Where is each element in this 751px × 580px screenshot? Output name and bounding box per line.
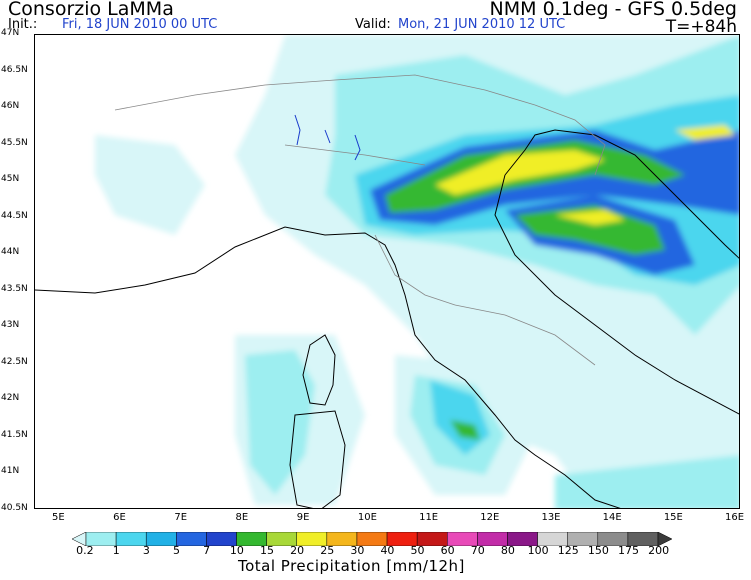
lon-label: 7E (174, 512, 188, 523)
forecast-lead-time: T=+84h (665, 17, 737, 37)
coastline-sardinia (289, 410, 346, 508)
coastline-liguria (35, 226, 621, 508)
colorbar-label: 60 (440, 544, 455, 557)
precipitation-map (34, 34, 740, 509)
legend-title: Total Precipitation [mm/12h] (238, 557, 465, 575)
lat-label: 42N (1, 393, 20, 404)
border-region-3 (454, 304, 596, 366)
colorbar-label: 150 (587, 544, 609, 557)
precip-20mm-ne (675, 125, 735, 140)
colorbar-label: 0.2 (76, 544, 94, 557)
lon-label: 10E (357, 512, 377, 523)
precipitation-field (95, 35, 739, 508)
colorbar-label: 1 (112, 544, 120, 557)
init-time: Fri, 18 JUN 2010 00 UTC (62, 17, 218, 32)
colorbar-label: 125 (557, 544, 579, 557)
precip-area-west (95, 135, 205, 235)
coastline-corsica (302, 334, 336, 406)
init-label: Init.: (8, 17, 38, 32)
lat-label: 46N (1, 101, 20, 112)
lat-label: 41.5N (1, 429, 28, 440)
colorbar-label: 7 (203, 544, 211, 557)
colorbar-label: 30 (350, 544, 365, 557)
colorbar-swatch (176, 532, 207, 546)
precip-1mm-se (555, 455, 739, 508)
lon-label: 15E (663, 512, 683, 523)
lat-label: 44.5N (1, 210, 28, 221)
lat-label: 47N (1, 28, 20, 38)
valid-label: Valid: (355, 17, 391, 32)
lat-label: 43.5N (1, 283, 28, 294)
lakes (294, 114, 361, 161)
borders (114, 74, 606, 366)
precip-15mm-south (515, 205, 665, 255)
precip-20mm-south (555, 210, 625, 225)
colorbar-label: 70 (470, 544, 485, 557)
lat-label: 41N (1, 466, 20, 477)
lon-label: 6E (113, 512, 126, 523)
lat-label: 45N (1, 174, 20, 185)
border-alps (114, 74, 536, 111)
lat-label: 43N (1, 320, 20, 331)
lat-label: 44N (1, 247, 20, 258)
colorbar-label: 200 (648, 544, 670, 557)
colorbar-label: 5 (173, 544, 181, 557)
colorbar-label: 175 (617, 544, 639, 557)
lon-label: 5E (52, 512, 65, 523)
lon-label: 16E (725, 512, 745, 523)
org-title: Consorzio LaMMa (8, 0, 174, 20)
colorbar-label: 100 (527, 544, 549, 557)
lat-label: 45.5N (1, 137, 28, 148)
colorbar-label: 40 (380, 544, 395, 557)
colorbar-label: 80 (500, 544, 515, 557)
colorbar-label: 50 (410, 544, 425, 557)
lat-label: 46.5N (1, 64, 28, 75)
colorbar-label: 10 (229, 544, 244, 557)
coastline-adriatic (504, 129, 739, 259)
precip-15mm-islands (450, 420, 480, 440)
lake-maggiore (294, 114, 301, 146)
border-region-1 (284, 144, 426, 166)
border-region-2 (374, 234, 456, 306)
map-canvas (35, 35, 739, 508)
colorbar-label: 15 (260, 544, 275, 557)
lake-garda (354, 134, 361, 161)
model-title: NMM 0.1deg - GFS 0.5deg (489, 0, 737, 20)
colorbar-max-arrow (657, 532, 672, 546)
lon-label: 13E (541, 512, 561, 523)
lon-label: 14E (602, 512, 622, 523)
precip-1mm-sardinia (245, 350, 315, 495)
coastline-po-delta (494, 174, 739, 415)
valid-time: Mon, 21 JUN 2010 12 UTC (398, 17, 566, 32)
precip-20mm-core (435, 150, 605, 195)
lat-label: 40.5N (1, 503, 28, 513)
colorbar-swatch (115, 532, 147, 546)
lon-label: 8E (235, 512, 249, 523)
lon-label: 12E (480, 512, 500, 523)
coastlines (35, 129, 739, 508)
colorbar-label: 25 (320, 544, 335, 557)
colorbar-label: 3 (142, 544, 150, 557)
lon-label: 11E (419, 512, 439, 523)
border-slovenia (534, 104, 606, 176)
lon-label: 9E (296, 512, 310, 523)
precip-colorbar (72, 532, 672, 546)
lake-como (324, 129, 331, 144)
lat-label: 42.5N (1, 356, 28, 367)
colorbar-label: 20 (290, 544, 305, 557)
colorbar-swatch (145, 532, 177, 546)
